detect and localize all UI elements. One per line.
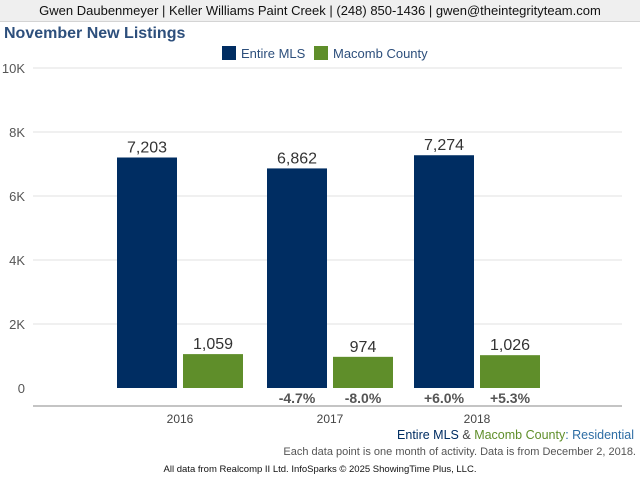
bar: [117, 157, 177, 388]
x-tick-label: 2017: [317, 412, 344, 426]
legend-label: Entire MLS: [241, 46, 306, 61]
bar: [480, 355, 540, 388]
data-label: 1,026: [490, 337, 530, 354]
footer-legend: Entire MLS & Macomb County: Residential: [397, 428, 634, 442]
bar: [333, 356, 393, 388]
y-tick-label: 6K: [9, 189, 25, 204]
footer-series-entire-mls: Entire MLS: [397, 428, 459, 442]
footer-series-macomb: Macomb County: [474, 428, 566, 442]
x-tick-label: 2018: [464, 412, 491, 426]
change-label: +5.3%: [490, 390, 531, 406]
data-label: 7,203: [127, 140, 167, 157]
agent-contact-bar: Gwen Daubenmeyer | Keller Williams Paint…: [0, 0, 640, 22]
data-label: 7,274: [424, 137, 464, 154]
data-label: 974: [350, 339, 377, 356]
copyright-line: All data from Realcomp II Ltd. InfoSpark…: [163, 464, 477, 475]
chart-title: November New Listings: [4, 25, 186, 42]
bar: [267, 168, 327, 388]
change-label: -8.0%: [345, 390, 382, 406]
y-tick-label: 10K: [2, 61, 25, 76]
data-label: 6,862: [277, 150, 317, 167]
y-tick-label: 2K: [9, 317, 25, 332]
change-label: +6.0%: [424, 390, 465, 406]
legend-swatch: [314, 46, 328, 60]
change-label: -4.7%: [279, 390, 316, 406]
data-note: Each data point is one month of activity…: [283, 446, 636, 458]
y-tick-label: 8K: [9, 125, 25, 140]
footer-category: : Residential: [565, 428, 634, 442]
data-label: 1,059: [193, 336, 233, 353]
x-tick-label: 2016: [167, 412, 194, 426]
footer-ampersand: &: [458, 428, 475, 442]
y-tick-label: 4K: [9, 253, 25, 268]
y-tick-label: 0: [18, 381, 25, 396]
legend-swatch: [222, 46, 236, 60]
bar: [183, 354, 243, 388]
legend-label: Macomb County: [333, 46, 428, 61]
bar: [414, 155, 474, 388]
